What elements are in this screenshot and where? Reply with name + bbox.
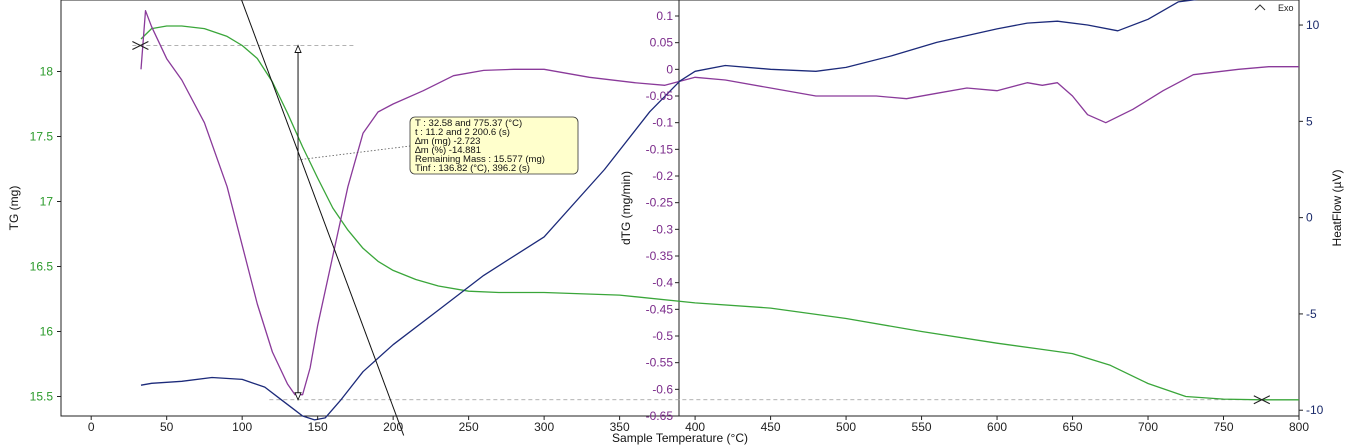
start-cross-marker xyxy=(132,41,149,50)
x-tick-label: 100 xyxy=(232,420,252,434)
annotation-line: Tinf : 136.82 (°C), 396.2 (s) xyxy=(415,163,530,174)
dtg-tick-label: -0.5 xyxy=(652,329,673,343)
x-tick-label: 750 xyxy=(1213,420,1233,434)
dtg-tick-label: -0.4 xyxy=(652,276,673,290)
x-tick-label: 350 xyxy=(610,420,630,434)
tg-axis-title: TG (mg) xyxy=(7,186,21,231)
x-tick-label: 650 xyxy=(1063,420,1083,434)
x-tick-label: 800 xyxy=(1289,420,1309,434)
heatflow-tick-label: -5 xyxy=(1306,307,1317,321)
end-cross-marker xyxy=(1253,395,1271,405)
tg-tick-label: 15.5 xyxy=(30,390,54,404)
series-layer xyxy=(132,0,1299,436)
dtg-tick-label: -0.3 xyxy=(652,222,673,236)
dtg-tick-label: -0.15 xyxy=(646,142,674,156)
dtg-tick-label: -0.25 xyxy=(646,196,674,210)
x-axis-title: Sample Temperature (°C) xyxy=(612,431,748,445)
x-tick-label: 150 xyxy=(308,420,328,434)
arrow-head-down-icon xyxy=(294,392,302,401)
heatflow-tick-label: 10 xyxy=(1306,18,1320,32)
dtg-tick-label: -0.2 xyxy=(652,169,673,183)
dtg-tick-label: -0.35 xyxy=(646,249,674,263)
x-tick-label: 400 xyxy=(685,420,705,434)
dtg-curve xyxy=(140,10,1299,396)
legend-exo: Exo xyxy=(1278,3,1294,13)
annotation-line: t : 11.2 and 2 200.6 (s) xyxy=(415,127,510,138)
x-tick-label: 600 xyxy=(987,420,1007,434)
dtg-tick-label: -0.1 xyxy=(652,116,673,130)
annotation-line: T : 32.58 and 775.37 (°C) xyxy=(415,118,522,129)
x-tick-label: 300 xyxy=(534,420,554,434)
dtg-tick-label: -0.65 xyxy=(646,409,674,423)
dtg-tick-label: -0.05 xyxy=(646,89,674,103)
tg-tick-label: 16.5 xyxy=(30,260,54,274)
exo-arrow-icon xyxy=(1254,4,1266,11)
tg-curve xyxy=(140,25,1299,401)
heatflow-tick-label: 5 xyxy=(1306,114,1313,128)
dtg-tick-label: -0.55 xyxy=(646,356,674,370)
x-tick-label: 200 xyxy=(383,420,403,434)
dtg-tick-label: 0.1 xyxy=(656,9,673,23)
annotation-line: ∆m (%) -14.881 xyxy=(415,145,481,156)
legend: Exo xyxy=(1254,3,1294,13)
heatflow-tick-label: 0 xyxy=(1306,211,1313,225)
annotation-line: Remaining Mass : 15.577 (mg) xyxy=(415,154,545,165)
heatflow-curve xyxy=(140,0,1199,421)
x-tick-label: 700 xyxy=(1138,420,1158,434)
tangent-line xyxy=(241,0,405,436)
annotation-leader-line xyxy=(297,145,411,161)
x-tick-label: 550 xyxy=(912,420,932,434)
tg-tick-label: 17.5 xyxy=(30,130,54,144)
dtg-tick-label: 0.05 xyxy=(650,36,674,50)
heatflow-axis-title: HeatFlow (µV) xyxy=(1330,170,1344,247)
dtg-tick-label: -0.45 xyxy=(646,302,674,316)
x-tick-label: 50 xyxy=(160,420,174,434)
ticks-layer: 0 50 100 150 200 250 300 350 400 450 500 550 600 650 7… xyxy=(30,9,1324,434)
tg-tick-label: 18 xyxy=(40,65,54,79)
heatflow-tick-label: -10 xyxy=(1306,403,1324,417)
dtg-tick-label: -0.6 xyxy=(652,382,673,396)
x-tick-label: 0 xyxy=(88,420,95,434)
plot-frame xyxy=(60,0,1300,417)
dtg-axis-title: dTG (mg/min) xyxy=(619,171,633,245)
x-tick-label: 450 xyxy=(761,420,781,434)
tg-tick-label: 16 xyxy=(40,325,54,339)
annotation-line: ∆m (mg) -2.723 xyxy=(415,136,480,147)
guides-layer xyxy=(132,45,1269,401)
arrow-head-up-icon xyxy=(294,44,302,53)
annotation-box: T : 32.58 and 775.37 (°C) t : 11.2 and 2… xyxy=(409,116,579,175)
annotation-background xyxy=(409,116,579,175)
x-tick-label: 250 xyxy=(459,420,479,434)
x-tick-label: 500 xyxy=(836,420,856,434)
dtg-tick-label: 0 xyxy=(666,62,673,76)
tg-tick-label: 17 xyxy=(40,195,54,209)
